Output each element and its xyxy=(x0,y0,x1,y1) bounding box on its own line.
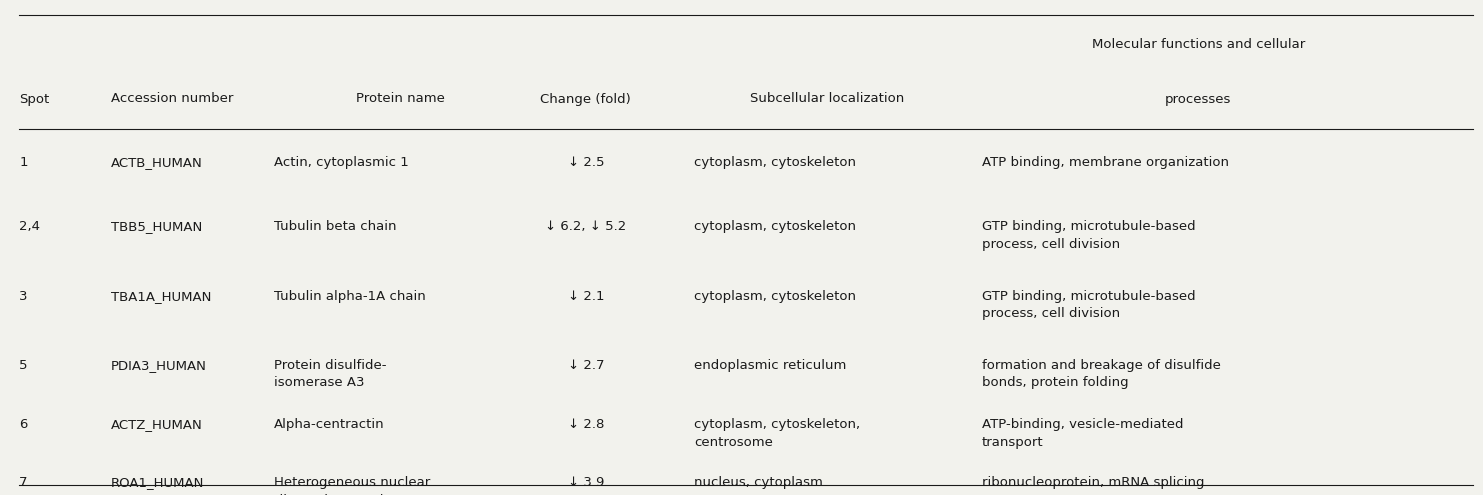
Text: ACTZ_HUMAN: ACTZ_HUMAN xyxy=(111,418,203,431)
Text: GTP binding, microtubule-based
process, cell division: GTP binding, microtubule-based process, … xyxy=(982,220,1195,251)
Text: cytoplasm, cytoskeleton: cytoplasm, cytoskeleton xyxy=(694,220,856,233)
Text: processes: processes xyxy=(1166,93,1231,105)
Text: Protein name: Protein name xyxy=(356,93,445,105)
Text: 2,4: 2,4 xyxy=(19,220,40,233)
Text: ↓ 2.1: ↓ 2.1 xyxy=(568,290,604,302)
Text: cytoplasm, cytoskeleton: cytoplasm, cytoskeleton xyxy=(694,156,856,169)
Text: cytoplasm, cytoskeleton,
centrosome: cytoplasm, cytoskeleton, centrosome xyxy=(694,418,860,449)
Text: 7: 7 xyxy=(19,476,28,489)
Text: Accession number: Accession number xyxy=(111,93,234,105)
Text: formation and breakage of disulfide
bonds, protein folding: formation and breakage of disulfide bond… xyxy=(982,359,1221,390)
Text: Actin, cytoplasmic 1: Actin, cytoplasmic 1 xyxy=(274,156,409,169)
Text: cytoplasm, cytoskeleton: cytoplasm, cytoskeleton xyxy=(694,290,856,302)
Text: endoplasmic reticulum: endoplasmic reticulum xyxy=(694,359,847,372)
Text: Tubulin alpha-1A chain: Tubulin alpha-1A chain xyxy=(274,290,426,302)
Text: Subcellular localization: Subcellular localization xyxy=(750,93,905,105)
Text: Tubulin beta chain: Tubulin beta chain xyxy=(274,220,397,233)
Text: 5: 5 xyxy=(19,359,28,372)
Text: 3: 3 xyxy=(19,290,28,302)
Text: GTP binding, microtubule-based
process, cell division: GTP binding, microtubule-based process, … xyxy=(982,290,1195,320)
Text: ↓ 2.8: ↓ 2.8 xyxy=(568,418,604,431)
Text: ↓ 2.5: ↓ 2.5 xyxy=(568,156,604,169)
Text: ATP binding, membrane organization: ATP binding, membrane organization xyxy=(982,156,1229,169)
Text: Change (fold): Change (fold) xyxy=(540,93,632,105)
Text: PDIA3_HUMAN: PDIA3_HUMAN xyxy=(111,359,208,372)
Text: Alpha-centractin: Alpha-centractin xyxy=(274,418,386,431)
Text: ↓ 3.9: ↓ 3.9 xyxy=(568,476,604,489)
Text: Molecular functions and cellular: Molecular functions and cellular xyxy=(1091,38,1305,51)
Text: 6: 6 xyxy=(19,418,28,431)
Text: Protein disulfide-
isomerase A3: Protein disulfide- isomerase A3 xyxy=(274,359,387,390)
Text: ROA1_HUMAN: ROA1_HUMAN xyxy=(111,476,205,489)
Text: ↓ 6.2, ↓ 5.2: ↓ 6.2, ↓ 5.2 xyxy=(546,220,626,233)
Text: TBB5_HUMAN: TBB5_HUMAN xyxy=(111,220,203,233)
Text: nucleus, cytoplasm: nucleus, cytoplasm xyxy=(694,476,823,489)
Text: TBA1A_HUMAN: TBA1A_HUMAN xyxy=(111,290,212,302)
Text: ribonucleoprotein, mRNA splicing: ribonucleoprotein, mRNA splicing xyxy=(982,476,1204,489)
Text: Spot: Spot xyxy=(19,93,49,105)
Text: Heterogeneous nuclear
ribonucleoprotein A1: Heterogeneous nuclear ribonucleoprotein … xyxy=(274,476,430,495)
Text: ↓ 2.7: ↓ 2.7 xyxy=(568,359,604,372)
Text: ACTB_HUMAN: ACTB_HUMAN xyxy=(111,156,203,169)
Text: 1: 1 xyxy=(19,156,28,169)
Text: ATP-binding, vesicle-mediated
transport: ATP-binding, vesicle-mediated transport xyxy=(982,418,1183,449)
